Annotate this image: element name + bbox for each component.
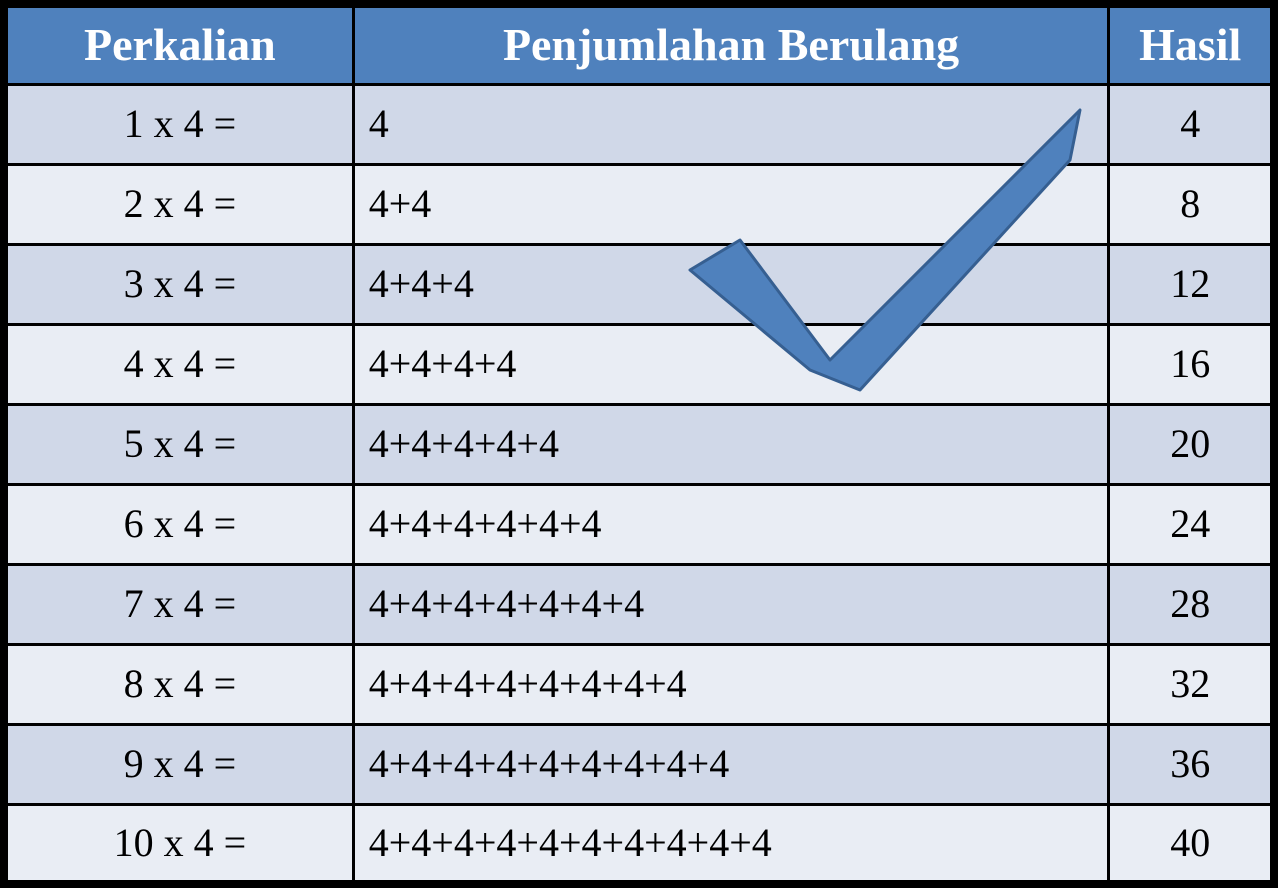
cell-repeated-sum: 4 — [353, 84, 1109, 164]
cell-result: 12 — [1109, 244, 1274, 324]
cell-multiplication: 8 x 4 = — [4, 644, 353, 724]
header-row: Perkalian Penjumlahan Berulang Hasil — [4, 4, 1274, 84]
cell-multiplication: 5 x 4 = — [4, 404, 353, 484]
table-row: 3 x 4 =4+4+412 — [4, 244, 1274, 324]
cell-repeated-sum: 4+4+4+4+4+4+4+4+4+4 — [353, 804, 1109, 884]
table-row: 10 x 4 =4+4+4+4+4+4+4+4+4+440 — [4, 804, 1274, 884]
cell-result: 40 — [1109, 804, 1274, 884]
cell-multiplication: 9 x 4 = — [4, 724, 353, 804]
cell-repeated-sum: 4+4 — [353, 164, 1109, 244]
table-row: 8 x 4 =4+4+4+4+4+4+4+432 — [4, 644, 1274, 724]
table-row: 2 x 4 =4+48 — [4, 164, 1274, 244]
cell-result: 36 — [1109, 724, 1274, 804]
table-row: 1 x 4 =44 — [4, 84, 1274, 164]
table-body: 1 x 4 =442 x 4 =4+483 x 4 =4+4+4124 x 4 … — [4, 84, 1274, 884]
cell-multiplication: 10 x 4 = — [4, 804, 353, 884]
cell-repeated-sum: 4+4+4+4+4+4+4+4+4 — [353, 724, 1109, 804]
table-row: 9 x 4 =4+4+4+4+4+4+4+4+436 — [4, 724, 1274, 804]
cell-multiplication: 2 x 4 = — [4, 164, 353, 244]
multiplication-table-container: Perkalian Penjumlahan Berulang Hasil 1 x… — [0, 0, 1278, 881]
cell-repeated-sum: 4+4+4 — [353, 244, 1109, 324]
cell-repeated-sum: 4+4+4+4+4+4 — [353, 484, 1109, 564]
table-row: 4 x 4 =4+4+4+416 — [4, 324, 1274, 404]
cell-result: 32 — [1109, 644, 1274, 724]
table-row: 5 x 4 =4+4+4+4+420 — [4, 404, 1274, 484]
cell-result: 16 — [1109, 324, 1274, 404]
cell-multiplication: 3 x 4 = — [4, 244, 353, 324]
cell-repeated-sum: 4+4+4+4+4 — [353, 404, 1109, 484]
header-multiplication: Perkalian — [4, 4, 353, 84]
cell-result: 24 — [1109, 484, 1274, 564]
table-row: 7 x 4 =4+4+4+4+4+4+428 — [4, 564, 1274, 644]
cell-multiplication: 4 x 4 = — [4, 324, 353, 404]
header-result: Hasil — [1109, 4, 1274, 84]
header-repeated-sum: Penjumlahan Berulang — [353, 4, 1109, 84]
cell-repeated-sum: 4+4+4+4+4+4+4+4 — [353, 644, 1109, 724]
table-row: 6 x 4 =4+4+4+4+4+424 — [4, 484, 1274, 564]
cell-result: 20 — [1109, 404, 1274, 484]
cell-result: 28 — [1109, 564, 1274, 644]
cell-repeated-sum: 4+4+4+4 — [353, 324, 1109, 404]
cell-multiplication: 1 x 4 = — [4, 84, 353, 164]
cell-multiplication: 6 x 4 = — [4, 484, 353, 564]
cell-result: 4 — [1109, 84, 1274, 164]
multiplication-table: Perkalian Penjumlahan Berulang Hasil 1 x… — [0, 0, 1278, 888]
cell-repeated-sum: 4+4+4+4+4+4+4 — [353, 564, 1109, 644]
cell-multiplication: 7 x 4 = — [4, 564, 353, 644]
cell-result: 8 — [1109, 164, 1274, 244]
